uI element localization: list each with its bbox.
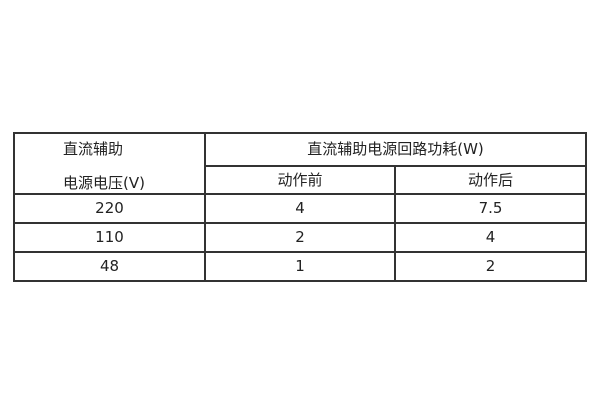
table-row: 48 1 2 (13, 251, 587, 282)
before-header: 动作前 (204, 165, 396, 195)
voltage-header-line1: 直流辅助 (63, 140, 124, 158)
voltage-cell: 220 (13, 193, 206, 224)
before-cell: 4 (204, 193, 396, 224)
table-row: 110 2 4 (13, 222, 587, 253)
voltage-header: 直流辅助 电源电压(V) (13, 132, 206, 195)
power-consumption-table: 直流辅助 电源电压(V) 直流辅助电源回路功耗(W) 动作前 动作后 220 4… (13, 132, 587, 282)
voltage-header-line2: 电源电压(V) (63, 174, 145, 192)
header-row-1: 直流辅助 电源电压(V) 直流辅助电源回路功耗(W) (13, 132, 587, 195)
before-cell: 2 (204, 222, 396, 253)
voltage-cell: 110 (13, 222, 206, 253)
header-row-2: 动作前 动作后 (14, 165, 587, 195)
before-cell: 1 (204, 251, 396, 282)
after-header: 动作后 (394, 165, 587, 195)
after-cell: 4 (394, 222, 587, 253)
power-group-header: 直流辅助电源回路功耗(W) (204, 132, 587, 167)
voltage-cell: 48 (13, 251, 206, 282)
after-cell: 2 (394, 251, 587, 282)
table-row: 220 4 7.5 (13, 193, 587, 224)
after-cell: 7.5 (394, 193, 587, 224)
